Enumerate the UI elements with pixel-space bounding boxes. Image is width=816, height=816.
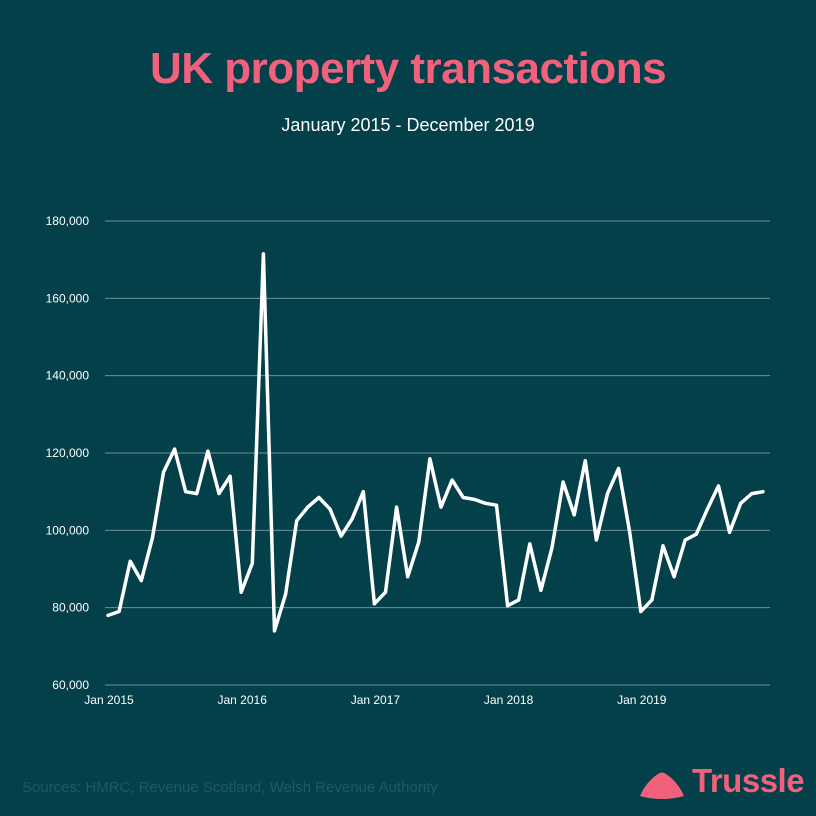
data-point bbox=[583, 459, 587, 463]
y-tick-label: 80,000 bbox=[52, 601, 89, 615]
data-point bbox=[705, 507, 709, 511]
data-point bbox=[683, 538, 687, 542]
data-point bbox=[317, 495, 321, 499]
data-point bbox=[439, 505, 443, 509]
data-point bbox=[495, 503, 498, 507]
data-point bbox=[261, 252, 265, 256]
y-tick-label: 180,000 bbox=[46, 214, 90, 228]
data-point bbox=[750, 492, 754, 496]
data-point bbox=[228, 474, 232, 478]
data-point bbox=[594, 538, 598, 542]
data-point bbox=[106, 613, 110, 617]
data-point bbox=[650, 598, 654, 602]
data-point bbox=[328, 507, 332, 511]
data-point bbox=[428, 457, 432, 461]
data-point bbox=[639, 610, 643, 614]
data-point bbox=[273, 629, 276, 633]
data-point bbox=[306, 505, 310, 509]
data-point bbox=[195, 492, 199, 496]
data-point bbox=[550, 546, 554, 550]
data-point bbox=[694, 532, 698, 536]
data-point bbox=[472, 497, 476, 501]
data-point bbox=[506, 604, 510, 608]
data-point bbox=[528, 542, 532, 546]
data-point bbox=[117, 610, 121, 614]
data-point bbox=[184, 490, 188, 494]
data-point bbox=[661, 544, 665, 548]
data-point bbox=[606, 492, 609, 496]
chart-title: UK property transactions bbox=[149, 44, 667, 93]
x-tick-label: Jan 2017 bbox=[351, 693, 401, 707]
x-tick-label: Jan 2015 bbox=[84, 693, 134, 707]
y-tick-label: 120,000 bbox=[46, 446, 90, 460]
data-point bbox=[406, 575, 410, 579]
data-point bbox=[384, 590, 387, 594]
data-point bbox=[239, 590, 243, 594]
series-line bbox=[106, 252, 765, 633]
source-note: Sources: HMRC, Revenue Scotland, Welsh R… bbox=[22, 779, 438, 796]
x-tick-label: Jan 2019 bbox=[617, 693, 667, 707]
data-point bbox=[206, 449, 210, 453]
data-point bbox=[150, 536, 154, 540]
data-point bbox=[173, 447, 177, 451]
logo-text: Trussle bbox=[692, 762, 805, 799]
chart-subtitle: January 2015 - December 2019 bbox=[281, 115, 535, 135]
x-tick-label: Jan 2018 bbox=[484, 693, 534, 707]
data-point bbox=[284, 592, 288, 596]
trussle-logo: Trussle bbox=[636, 762, 806, 802]
data-point bbox=[417, 540, 421, 544]
x-tick-label: Jan 2016 bbox=[218, 693, 268, 707]
data-point bbox=[339, 534, 343, 538]
data-point bbox=[617, 466, 621, 470]
data-point bbox=[561, 480, 565, 484]
data-point bbox=[483, 501, 487, 505]
y-tick-label: 140,000 bbox=[46, 369, 90, 383]
trussle-logo-icon bbox=[640, 772, 684, 799]
data-point bbox=[295, 519, 299, 523]
y-tick-label: 60,000 bbox=[52, 678, 89, 692]
data-point bbox=[372, 602, 376, 606]
data-point bbox=[739, 501, 743, 505]
data-point bbox=[162, 470, 165, 474]
data-point bbox=[717, 484, 720, 488]
data-point bbox=[217, 492, 221, 496]
data-point bbox=[139, 579, 143, 583]
data-point bbox=[672, 575, 676, 579]
data-point bbox=[395, 505, 399, 509]
data-point bbox=[350, 517, 354, 521]
data-point bbox=[361, 490, 365, 494]
y-tick-label: 160,000 bbox=[46, 291, 90, 305]
data-point bbox=[728, 530, 732, 534]
data-point bbox=[450, 478, 454, 482]
data-point bbox=[761, 490, 765, 494]
data-point bbox=[517, 598, 521, 602]
y-tick-label: 100,000 bbox=[46, 523, 90, 537]
data-point bbox=[128, 559, 132, 563]
data-point bbox=[628, 530, 632, 534]
data-point bbox=[572, 513, 576, 517]
data-point bbox=[461, 495, 465, 499]
data-point bbox=[250, 561, 254, 565]
data-point bbox=[539, 588, 543, 592]
